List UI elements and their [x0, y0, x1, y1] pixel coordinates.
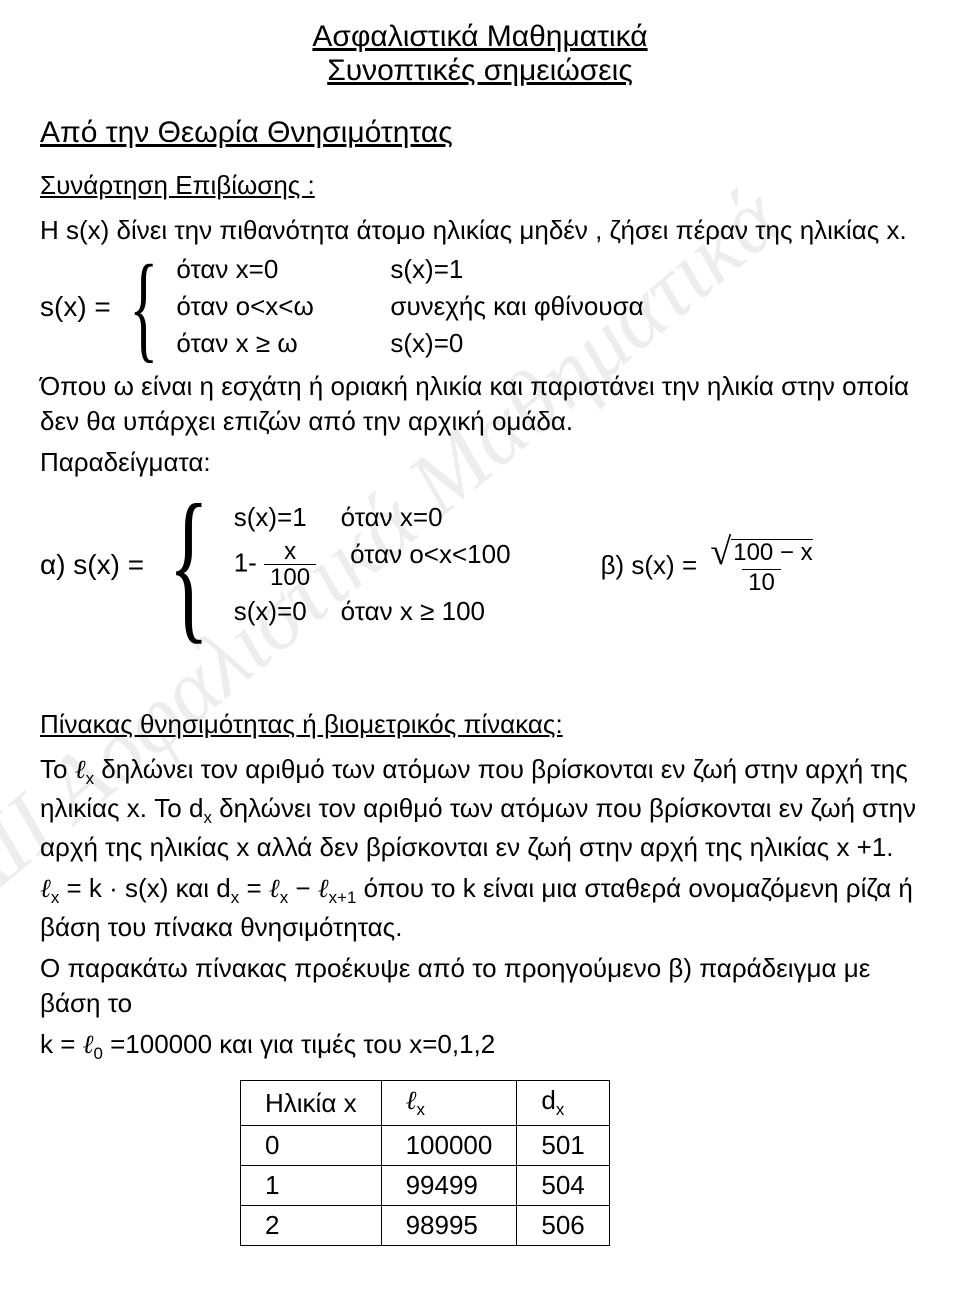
sqrt-icon: √ 100 − x	[710, 539, 812, 566]
brace-icon: {	[168, 492, 209, 637]
sx-row2-val: συνεχής και φθίνουσα	[390, 291, 643, 322]
exB-num: 100 − x	[731, 539, 812, 565]
sx-row2-cond: όταν o<x<ω	[176, 291, 356, 322]
sx-row1-cond: όταν x=0	[176, 254, 356, 285]
mortality-equation: ℓx = k · s(x) και dx = ℓx − ℓx+1 όπου το…	[40, 871, 920, 945]
mortality-table-heading: Πίνακας θνησιμότητας ή βιομετρικός πίνακ…	[40, 707, 920, 742]
omega-note-text: Όπου ω είναι η εσχάτη ή οριακή ηλικία κα…	[40, 369, 920, 439]
sx-row3-val: s(x)=0	[390, 328, 463, 359]
table-header-row: Ηλικία x ℓx dx	[241, 1081, 610, 1125]
exA-r3-val: s(x)=0	[234, 596, 307, 627]
table-row: 2 98995 506	[241, 1205, 610, 1245]
title-line-1: Ασφαλιστικά Μαθηματικά	[40, 20, 920, 54]
exA-r1-cond: όταν x=0	[341, 502, 443, 533]
brace-icon: {	[129, 256, 158, 358]
exA-r2-cond: όταν o<x<100	[350, 539, 510, 590]
col-lx: ℓx	[381, 1081, 517, 1125]
mortality-paragraph-2b: k = ℓ0 =100000 και για τιμές του x=0,1,2	[40, 1027, 920, 1066]
mortality-paragraph-1: Το ℓx δηλώνει τον αριθμό των ατόμων που …	[40, 752, 920, 865]
exA-lhs: α) s(x) =	[40, 549, 148, 581]
sx-rows: όταν x=0 s(x)=1 όταν o<x<ω συνεχής και φθί…	[176, 254, 643, 359]
survival-function-heading: Συνάρτηση Επιβίωσης :	[40, 168, 920, 203]
exA-r2-prefix: 1-	[234, 548, 257, 578]
exA-r1-val: s(x)=1	[234, 502, 307, 533]
examples-row: α) s(x) = { s(x)=1 όταν x=0 1- x 100 όταν…	[40, 486, 920, 647]
section-heading-mortality: Από την Θεωρία Θνησιμότητας	[40, 116, 920, 150]
exA-r2-den: 100	[264, 564, 316, 590]
document-title: Ασφαλιστικά Μαθηματικά Συνοπτικές σημειώ…	[40, 20, 920, 88]
example-b: β) s(x) = √ 100 − x 10	[601, 539, 819, 595]
col-dx: dx	[517, 1081, 609, 1125]
exA-r2-num: x	[278, 539, 302, 564]
mortality-paragraph-2a: Ο παρακάτω πίνακας προέκυψε από το προηγ…	[40, 951, 920, 1021]
sx-piecewise-definition: s(x) = { όταν x=0 s(x)=1 όταν o<x<ω συνεχή…	[40, 254, 920, 359]
table-row: 0 100000 501	[241, 1125, 610, 1165]
exA-r2-val: 1- x 100	[234, 539, 316, 590]
survival-intro-text: Η s(x) δίνει την πιθανότητα άτομο ηλικία…	[40, 213, 920, 248]
exA-r3-cond: όταν x ≥ 100	[341, 596, 485, 627]
table-row: 1 99499 504	[241, 1165, 610, 1205]
mortality-table: Ηλικία x ℓx dx 0 100000 501 1 99499 504 …	[240, 1080, 610, 1245]
exB-den: 10	[742, 569, 781, 595]
exA-rows: s(x)=1 όταν x=0 1- x 100 όταν o<x<100 s(x…	[234, 502, 511, 627]
sx-lhs: s(x) =	[40, 291, 115, 323]
exB-lhs: β) s(x) =	[601, 550, 698, 580]
title-line-2: Συνοπτικές σημειώσεις	[40, 54, 920, 88]
sx-row3-cond: όταν x ≥ ω	[176, 328, 356, 359]
col-age: Ηλικία x	[241, 1081, 382, 1125]
example-a: α) s(x) = { s(x)=1 όταν x=0 1- x 100 όταν…	[40, 492, 511, 637]
sx-row1-val: s(x)=1	[390, 254, 463, 285]
